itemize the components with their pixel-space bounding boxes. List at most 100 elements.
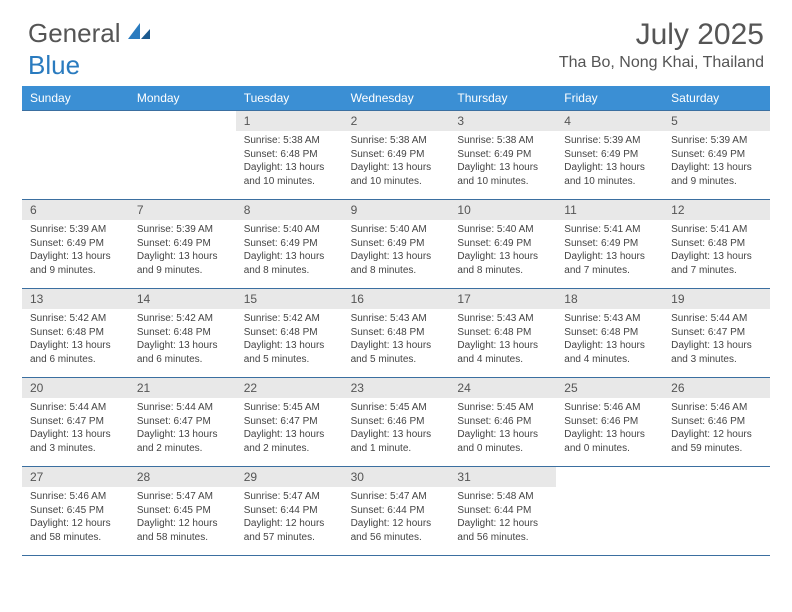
day-number: 8 (236, 200, 343, 220)
day-details: Sunrise: 5:46 AMSunset: 6:46 PMDaylight:… (663, 398, 770, 461)
calendar-week: 13Sunrise: 5:42 AMSunset: 6:48 PMDayligh… (22, 288, 770, 377)
calendar: SundayMondayTuesdayWednesdayThursdayFrid… (22, 86, 770, 556)
day-header: Sunday (22, 86, 129, 110)
day-number: 5 (663, 111, 770, 131)
day-number: 13 (22, 289, 129, 309)
calendar-cell: . (22, 111, 129, 199)
day-details: Sunrise: 5:47 AMSunset: 6:45 PMDaylight:… (129, 487, 236, 550)
day-number: 17 (449, 289, 556, 309)
calendar-cell: 11Sunrise: 5:41 AMSunset: 6:49 PMDayligh… (556, 200, 663, 288)
day-details: Sunrise: 5:40 AMSunset: 6:49 PMDaylight:… (236, 220, 343, 283)
calendar-cell: 5Sunrise: 5:39 AMSunset: 6:49 PMDaylight… (663, 111, 770, 199)
day-number: 27 (22, 467, 129, 487)
calendar-cell: 15Sunrise: 5:42 AMSunset: 6:48 PMDayligh… (236, 289, 343, 377)
day-details: Sunrise: 5:45 AMSunset: 6:46 PMDaylight:… (343, 398, 450, 461)
day-details: Sunrise: 5:41 AMSunset: 6:49 PMDaylight:… (556, 220, 663, 283)
title-block: July 2025 Tha Bo, Nong Khai, Thailand (559, 18, 764, 72)
calendar-cell: 10Sunrise: 5:40 AMSunset: 6:49 PMDayligh… (449, 200, 556, 288)
calendar-cell: . (556, 467, 663, 555)
day-number: 26 (663, 378, 770, 398)
day-details: Sunrise: 5:38 AMSunset: 6:48 PMDaylight:… (236, 131, 343, 194)
day-details: Sunrise: 5:43 AMSunset: 6:48 PMDaylight:… (343, 309, 450, 372)
day-details: Sunrise: 5:42 AMSunset: 6:48 PMDaylight:… (22, 309, 129, 372)
day-header: Monday (129, 86, 236, 110)
calendar-cell: 14Sunrise: 5:42 AMSunset: 6:48 PMDayligh… (129, 289, 236, 377)
day-header: Tuesday (236, 86, 343, 110)
calendar-cell: 13Sunrise: 5:42 AMSunset: 6:48 PMDayligh… (22, 289, 129, 377)
day-number: 4 (556, 111, 663, 131)
day-number: 3 (449, 111, 556, 131)
day-number: 16 (343, 289, 450, 309)
calendar-cell: 8Sunrise: 5:40 AMSunset: 6:49 PMDaylight… (236, 200, 343, 288)
day-details: Sunrise: 5:43 AMSunset: 6:48 PMDaylight:… (556, 309, 663, 372)
day-details: Sunrise: 5:39 AMSunset: 6:49 PMDaylight:… (22, 220, 129, 283)
day-number: 21 (129, 378, 236, 398)
day-number: 2 (343, 111, 450, 131)
calendar-week: 27Sunrise: 5:46 AMSunset: 6:45 PMDayligh… (22, 466, 770, 556)
day-headers-row: SundayMondayTuesdayWednesdayThursdayFrid… (22, 86, 770, 110)
day-details: Sunrise: 5:44 AMSunset: 6:47 PMDaylight:… (129, 398, 236, 461)
calendar-cell: 20Sunrise: 5:44 AMSunset: 6:47 PMDayligh… (22, 378, 129, 466)
day-details: Sunrise: 5:40 AMSunset: 6:49 PMDaylight:… (343, 220, 450, 283)
month-title: July 2025 (559, 18, 764, 52)
logo-sail-icon (126, 21, 152, 46)
day-header: Wednesday (343, 86, 450, 110)
day-number: 9 (343, 200, 450, 220)
day-details: Sunrise: 5:47 AMSunset: 6:44 PMDaylight:… (236, 487, 343, 550)
day-details: Sunrise: 5:41 AMSunset: 6:48 PMDaylight:… (663, 220, 770, 283)
calendar-cell: 24Sunrise: 5:45 AMSunset: 6:46 PMDayligh… (449, 378, 556, 466)
calendar-cell: 17Sunrise: 5:43 AMSunset: 6:48 PMDayligh… (449, 289, 556, 377)
day-details: Sunrise: 5:38 AMSunset: 6:49 PMDaylight:… (343, 131, 450, 194)
day-number: 23 (343, 378, 450, 398)
calendar-cell: 31Sunrise: 5:48 AMSunset: 6:44 PMDayligh… (449, 467, 556, 555)
day-number: 10 (449, 200, 556, 220)
day-header: Saturday (663, 86, 770, 110)
day-details: Sunrise: 5:38 AMSunset: 6:49 PMDaylight:… (449, 131, 556, 194)
day-number: 20 (22, 378, 129, 398)
day-number: 25 (556, 378, 663, 398)
calendar-week: 20Sunrise: 5:44 AMSunset: 6:47 PMDayligh… (22, 377, 770, 466)
day-details: Sunrise: 5:46 AMSunset: 6:45 PMDaylight:… (22, 487, 129, 550)
day-number: 14 (129, 289, 236, 309)
calendar-cell: 12Sunrise: 5:41 AMSunset: 6:48 PMDayligh… (663, 200, 770, 288)
day-number: 19 (663, 289, 770, 309)
day-number: 1 (236, 111, 343, 131)
calendar-week: ..1Sunrise: 5:38 AMSunset: 6:48 PMDaylig… (22, 110, 770, 199)
day-details: Sunrise: 5:44 AMSunset: 6:47 PMDaylight:… (22, 398, 129, 461)
day-number: 12 (663, 200, 770, 220)
day-details: Sunrise: 5:42 AMSunset: 6:48 PMDaylight:… (129, 309, 236, 372)
calendar-cell: 27Sunrise: 5:46 AMSunset: 6:45 PMDayligh… (22, 467, 129, 555)
logo-text-blue: Blue (28, 50, 80, 81)
day-number: 11 (556, 200, 663, 220)
calendar-cell: 28Sunrise: 5:47 AMSunset: 6:45 PMDayligh… (129, 467, 236, 555)
day-details: Sunrise: 5:40 AMSunset: 6:49 PMDaylight:… (449, 220, 556, 283)
day-details: Sunrise: 5:43 AMSunset: 6:48 PMDaylight:… (449, 309, 556, 372)
calendar-cell: 22Sunrise: 5:45 AMSunset: 6:47 PMDayligh… (236, 378, 343, 466)
day-details: Sunrise: 5:39 AMSunset: 6:49 PMDaylight:… (663, 131, 770, 194)
header: General July 2025 Tha Bo, Nong Khai, Tha… (0, 0, 792, 80)
day-number: 31 (449, 467, 556, 487)
calendar-cell: 9Sunrise: 5:40 AMSunset: 6:49 PMDaylight… (343, 200, 450, 288)
logo: General (28, 18, 154, 49)
day-header: Thursday (449, 86, 556, 110)
logo-text-general: General (28, 18, 121, 49)
day-details: Sunrise: 5:42 AMSunset: 6:48 PMDaylight:… (236, 309, 343, 372)
day-details: Sunrise: 5:39 AMSunset: 6:49 PMDaylight:… (129, 220, 236, 283)
calendar-cell: 2Sunrise: 5:38 AMSunset: 6:49 PMDaylight… (343, 111, 450, 199)
day-number: 28 (129, 467, 236, 487)
calendar-cell: 3Sunrise: 5:38 AMSunset: 6:49 PMDaylight… (449, 111, 556, 199)
day-number: 29 (236, 467, 343, 487)
calendar-cell: 29Sunrise: 5:47 AMSunset: 6:44 PMDayligh… (236, 467, 343, 555)
calendar-cell: 7Sunrise: 5:39 AMSunset: 6:49 PMDaylight… (129, 200, 236, 288)
calendar-cell: 6Sunrise: 5:39 AMSunset: 6:49 PMDaylight… (22, 200, 129, 288)
day-number: 7 (129, 200, 236, 220)
calendar-cell: . (663, 467, 770, 555)
calendar-cell: 25Sunrise: 5:46 AMSunset: 6:46 PMDayligh… (556, 378, 663, 466)
day-number: 30 (343, 467, 450, 487)
day-number: 15 (236, 289, 343, 309)
day-number: 18 (556, 289, 663, 309)
day-details: Sunrise: 5:39 AMSunset: 6:49 PMDaylight:… (556, 131, 663, 194)
day-details: Sunrise: 5:45 AMSunset: 6:46 PMDaylight:… (449, 398, 556, 461)
calendar-cell: . (129, 111, 236, 199)
calendar-cell: 4Sunrise: 5:39 AMSunset: 6:49 PMDaylight… (556, 111, 663, 199)
